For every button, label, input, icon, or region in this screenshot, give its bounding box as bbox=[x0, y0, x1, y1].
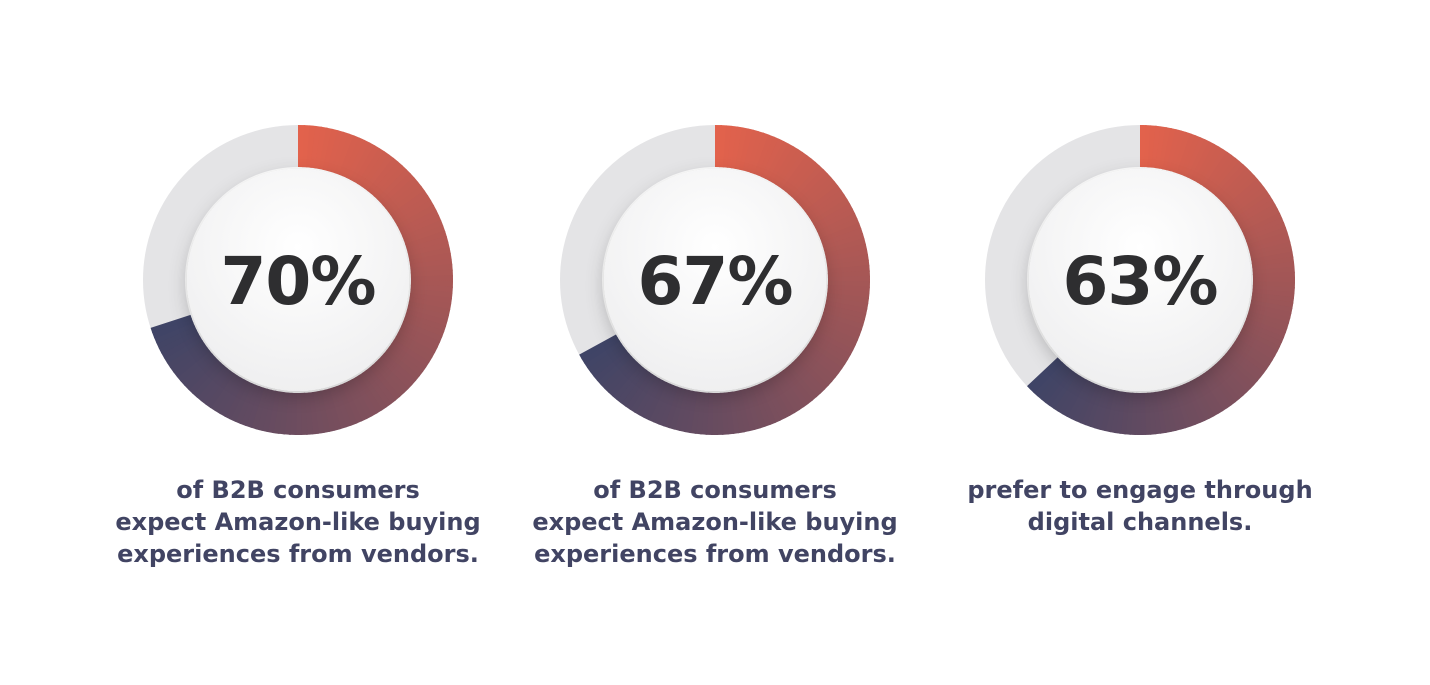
stat-caption-3: prefer to engage through digital channel… bbox=[967, 476, 1313, 536]
donut-value-arc bbox=[150, 125, 453, 435]
donut-inner-disc bbox=[604, 169, 826, 391]
stat-caption-2: of B2B consumers expect Amazon-like buyi… bbox=[532, 476, 898, 568]
stat-value-3: 63% bbox=[1062, 243, 1219, 320]
donut-chart-2 bbox=[560, 125, 870, 435]
stat-value-2: 67% bbox=[637, 243, 794, 320]
donut-value-arc bbox=[1027, 125, 1295, 435]
donut-chart-3 bbox=[985, 125, 1295, 435]
donut-value-arc bbox=[579, 125, 870, 435]
stat-card-1: 70% of B2B consumers expect Amazon-like … bbox=[88, 120, 508, 590]
stat-caption-1: of B2B consumers expect Amazon-like buyi… bbox=[115, 476, 481, 568]
donut-chart-1 bbox=[143, 125, 453, 435]
stat-card-2: 67% of B2B consumers expect Amazon-like … bbox=[505, 120, 925, 590]
stat-card-3: 63% prefer to engage through digital cha… bbox=[930, 120, 1350, 590]
stat-value-1: 70% bbox=[220, 243, 377, 320]
donut-inner-disc bbox=[187, 169, 409, 391]
donut-inner-disc bbox=[1029, 169, 1251, 391]
